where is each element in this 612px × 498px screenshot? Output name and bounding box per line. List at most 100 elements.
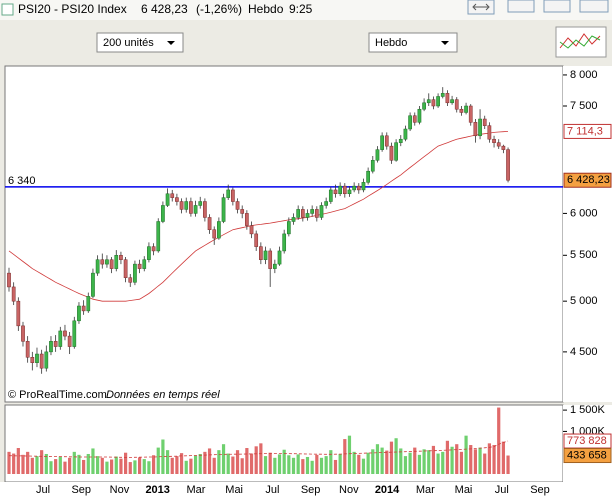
maximize-button[interactable]: [543, 0, 571, 13]
time-axis: [0, 482, 612, 498]
volume-bar: [287, 455, 291, 474]
candle-body: [231, 189, 235, 202]
candle-body: [198, 201, 203, 206]
candle-body: [370, 160, 375, 172]
volume-bar: [310, 460, 314, 474]
volume-bar: [96, 456, 100, 474]
title-bar: [0, 0, 612, 20]
candle-body: [165, 193, 170, 206]
volume-bar: [427, 450, 431, 474]
candle-body: [123, 259, 128, 278]
volume-bar: [156, 447, 160, 474]
volume-bar: [26, 451, 30, 474]
candle-body: [356, 185, 361, 191]
volume-bar: [497, 407, 501, 474]
volume-bar: [105, 461, 109, 474]
indicators-icon: [559, 35, 601, 49]
volume-bar: [417, 454, 422, 474]
candle-body: [128, 277, 133, 283]
candle-body: [30, 357, 35, 363]
volume-bar: [77, 454, 81, 474]
candle-body: [161, 205, 165, 222]
candle-body: [63, 330, 67, 337]
volume-bar: [413, 447, 417, 474]
volume-bar: [100, 457, 104, 474]
candle-body: [277, 250, 282, 265]
volume-bar: [422, 449, 426, 474]
volume-bar: [324, 456, 328, 474]
y-tick-label: 5 000: [570, 295, 598, 307]
volume-bar: [189, 458, 193, 474]
volume-bar: [58, 456, 62, 474]
candle-body: [249, 225, 254, 235]
candle-body: [133, 263, 137, 283]
volume-bar: [385, 450, 389, 474]
indicators-icon: [559, 33, 601, 49]
volume-bar: [184, 460, 188, 474]
candle-body: [268, 250, 273, 269]
volume-bar: [54, 459, 58, 474]
volume-bar: [469, 445, 473, 474]
dropdown-arrow: [441, 41, 449, 45]
candle-body: [245, 213, 249, 226]
candle-body: [119, 255, 123, 260]
x-tick-label: Mai: [455, 484, 473, 496]
minimize-button[interactable]: [507, 0, 535, 13]
volume-bar: [455, 444, 459, 474]
dropdown-arrow: [167, 41, 175, 45]
candle-body: [21, 325, 25, 342]
volume-bar: [235, 450, 240, 474]
candle-body: [492, 138, 496, 143]
volume-bar: [441, 451, 445, 474]
candle-body: [496, 142, 501, 147]
candle-body: [394, 142, 398, 161]
volume-bar: [63, 461, 67, 474]
volume-bar: [128, 462, 132, 474]
volume-bar: [301, 459, 305, 474]
volume-bar: [72, 451, 76, 474]
candle-body: [464, 105, 468, 113]
volume-bar: [263, 456, 268, 474]
candle-body: [39, 353, 44, 369]
close-button[interactable]: [579, 0, 609, 13]
volume-bar: [147, 461, 151, 474]
volume-last-label-box: [563, 448, 612, 464]
candle-body: [468, 105, 473, 123]
volume-bar: [436, 453, 440, 474]
volume-bar: [357, 454, 361, 474]
candle-body: [422, 102, 426, 110]
volume-bar: [487, 443, 491, 474]
volume-bar: [431, 445, 436, 474]
period-dropdown[interactable]: [368, 32, 458, 53]
candle-body: [282, 233, 287, 252]
y-tick-label: 7 500: [570, 100, 598, 112]
volume-bar: [137, 457, 142, 474]
volume-bar: [179, 453, 184, 474]
x-tick-label: Mar: [416, 484, 435, 496]
candle-body: [473, 122, 478, 137]
volume-bar: [450, 446, 454, 474]
candle-body: [286, 221, 291, 235]
units-dropdown[interactable]: [96, 32, 184, 53]
volume-bar: [478, 447, 482, 474]
volume-bar: [198, 453, 202, 474]
indicators-button[interactable]: [555, 26, 607, 58]
candle-body: [44, 351, 49, 369]
volume-bar: [259, 443, 263, 474]
units-label: 200 unités: [103, 37, 154, 49]
candle-body: [81, 305, 86, 312]
volume-bar: [473, 449, 477, 474]
x-tick-label: Mar: [186, 484, 205, 496]
candle-body: [305, 213, 310, 218]
candle-body: [156, 221, 161, 252]
volume-bar: [68, 457, 72, 474]
volume-bar: [207, 448, 212, 474]
volume-bar: [501, 441, 505, 474]
x-tick-label: Mai: [225, 484, 243, 496]
period-label: Hebdo: [375, 37, 407, 49]
candle-body: [109, 259, 114, 269]
volume-bar: [273, 457, 277, 474]
y-tick-label: 4 500: [570, 346, 598, 358]
candle-body: [450, 99, 454, 104]
